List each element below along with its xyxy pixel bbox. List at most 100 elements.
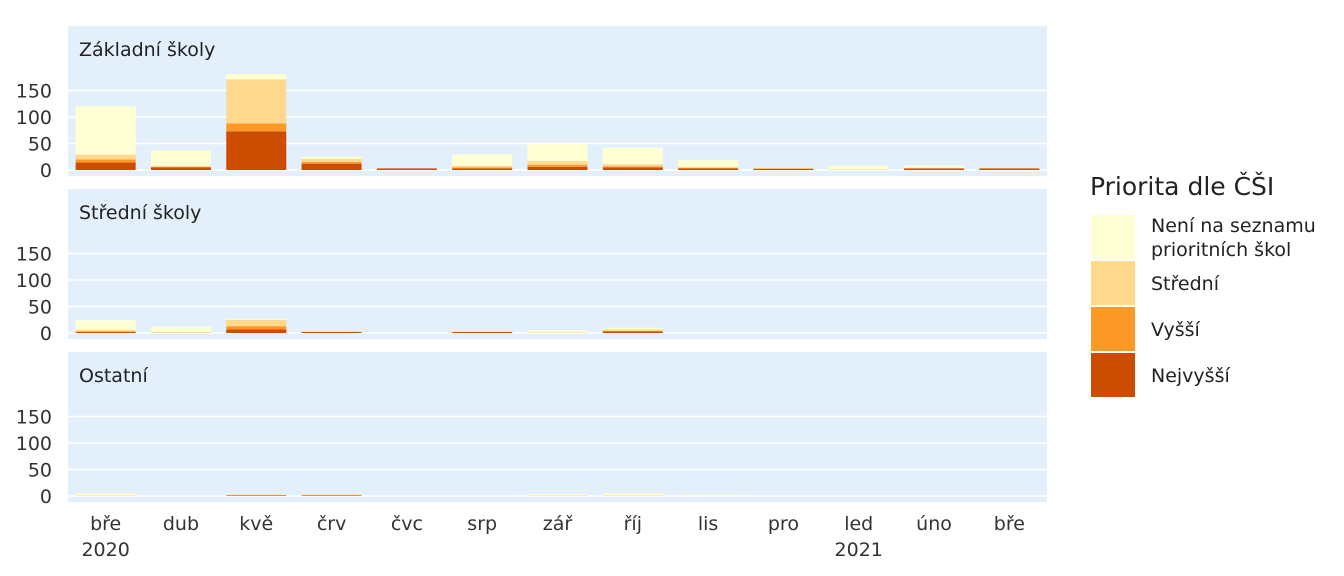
bar-neni-na-seznamu-prioritnich-skol xyxy=(75,493,136,496)
facet-title: Základní školy xyxy=(79,39,215,61)
bar-nejvyssi xyxy=(226,131,287,170)
bar-neni-na-seznamu-prioritnich-skol xyxy=(602,327,663,330)
bar-vyssi xyxy=(301,162,362,164)
bar-neni-na-seznamu-prioritnich-skol xyxy=(226,493,287,495)
x-year-label: 2020 xyxy=(81,539,129,561)
bar-neni-na-seznamu-prioritnich-skol xyxy=(527,494,588,496)
bar-neni-na-seznamu-prioritnich-skol xyxy=(150,326,211,332)
y-tick-label: 100 xyxy=(16,107,52,129)
legend-key-stredni xyxy=(1091,261,1135,305)
facet-title: Střední školy xyxy=(79,202,201,224)
x-tick-label: led xyxy=(844,513,873,535)
bar-neni-na-seznamu-prioritnich-skol xyxy=(301,156,362,159)
facet-ostatni: 0 50 100 150 Ostatní xyxy=(16,352,1047,508)
bar-nejvyssi xyxy=(452,168,513,170)
y-tick-label: 0 xyxy=(40,160,52,182)
bar-vyssi xyxy=(75,159,136,163)
x-tick-label: kvě xyxy=(239,513,273,535)
bar-neni-na-seznamu-prioritnich-skol xyxy=(75,320,136,330)
bar-nejvyssi xyxy=(301,331,362,333)
bar-neni-na-seznamu-prioritnich-skol xyxy=(904,165,965,168)
bar-stredni xyxy=(150,165,211,167)
bar-stredni xyxy=(753,167,814,169)
bar-vyssi xyxy=(602,330,663,332)
bar-vyssi xyxy=(753,168,814,169)
facet-stredni-skoly: 0 50 100 150 Střední školy xyxy=(16,189,1047,345)
bar-nejvyssi xyxy=(75,331,136,333)
legend-label: Nejvyšší xyxy=(1151,365,1230,387)
bar-nejvyssi xyxy=(527,166,588,170)
bar-stredni xyxy=(226,494,287,496)
bar-stredni xyxy=(527,332,588,333)
bar-stredni xyxy=(602,164,663,167)
facet-title: Ostatní xyxy=(79,365,148,387)
x-tick-label: zář xyxy=(543,513,573,535)
y-tick-label: 150 xyxy=(16,81,52,103)
y-tick-label: 0 xyxy=(40,486,52,508)
bar-nejvyssi xyxy=(150,167,211,170)
bar-neni-na-seznamu-prioritnich-skol xyxy=(828,165,889,170)
bar-stredni xyxy=(75,495,136,496)
bar-vyssi xyxy=(150,166,211,168)
y-tick-label: 150 xyxy=(16,407,52,429)
bar-neni-na-seznamu-prioritnich-skol xyxy=(226,74,287,80)
x-tick-label: čvc xyxy=(391,513,423,535)
bar-neni-na-seznamu-prioritnich-skol xyxy=(452,154,513,166)
bar-nejvyssi xyxy=(979,168,1040,170)
legend-key-nejvyssi xyxy=(1091,353,1135,397)
legend-label: Není na seznamu prioritních škol xyxy=(1151,215,1316,261)
legend-label: Střední xyxy=(1151,273,1220,295)
bar-nejvyssi xyxy=(602,167,663,170)
x-tick-label: bře xyxy=(994,513,1025,535)
bar-vyssi xyxy=(226,326,287,330)
bar-vyssi xyxy=(527,164,588,167)
legend-title: Priorita dle ČŠI xyxy=(1090,171,1274,201)
bar-nejvyssi xyxy=(226,495,287,496)
x-year-label: 2021 xyxy=(835,539,883,561)
bar-vyssi xyxy=(226,123,287,132)
bar-stredni xyxy=(226,319,287,327)
bar-stredni xyxy=(452,165,513,168)
bar-stredni xyxy=(75,154,136,160)
bar-stredni xyxy=(75,329,136,332)
y-tick-label: 150 xyxy=(16,244,52,266)
x-tick-label: pro xyxy=(768,513,799,535)
y-tick-label: 50 xyxy=(28,460,52,482)
x-tick-label: dub xyxy=(163,513,199,535)
bar-nejvyssi xyxy=(75,162,136,170)
legend: Priorita dle ČŠI Není na seznamu prioritní… xyxy=(1090,171,1316,397)
bar-vyssi xyxy=(75,331,136,332)
x-tick-label: črv xyxy=(317,513,347,535)
bar-nejvyssi xyxy=(226,329,287,333)
x-tick-label: říj xyxy=(624,513,642,535)
legend-key-vyssi xyxy=(1091,307,1135,351)
bar-neni-na-seznamu-prioritnich-skol xyxy=(527,144,588,161)
y-tick-label: 100 xyxy=(16,270,52,292)
bar-nejvyssi xyxy=(753,168,814,170)
x-tick-label: bře xyxy=(90,513,121,535)
bar-stredni xyxy=(527,495,588,496)
y-tick-label: 100 xyxy=(16,433,52,455)
bar-neni-na-seznamu-prioritnich-skol xyxy=(678,494,739,496)
bar-nejvyssi xyxy=(376,168,437,170)
bar-neni-na-seznamu-prioritnich-skol xyxy=(150,150,211,166)
bar-stredni xyxy=(979,167,1040,169)
bar-vyssi xyxy=(452,167,513,169)
x-tick-label: srp xyxy=(467,513,497,535)
panel-background xyxy=(68,189,1047,339)
bar-stredni xyxy=(150,331,211,333)
bar-stredni xyxy=(678,166,739,168)
bar-stredni xyxy=(602,495,663,496)
bar-nejvyssi xyxy=(452,331,513,333)
bar-stredni xyxy=(527,160,588,165)
facet-zakladni-skoly: 0 50 100 150 Základní školy xyxy=(16,26,1047,182)
bar-stredni xyxy=(301,158,362,163)
bar-nejvyssi xyxy=(301,495,362,496)
y-tick-label: 50 xyxy=(28,297,52,319)
bar-neni-na-seznamu-prioritnich-skol xyxy=(602,493,663,496)
legend-label: Vyšší xyxy=(1151,319,1201,341)
x-axis: bře dub kvě črv čvc srp zář říj lis pro led úno bře 2… xyxy=(81,513,1024,561)
bar-vyssi xyxy=(602,166,663,168)
bar-neni-na-seznamu-prioritnich-skol xyxy=(301,493,362,495)
